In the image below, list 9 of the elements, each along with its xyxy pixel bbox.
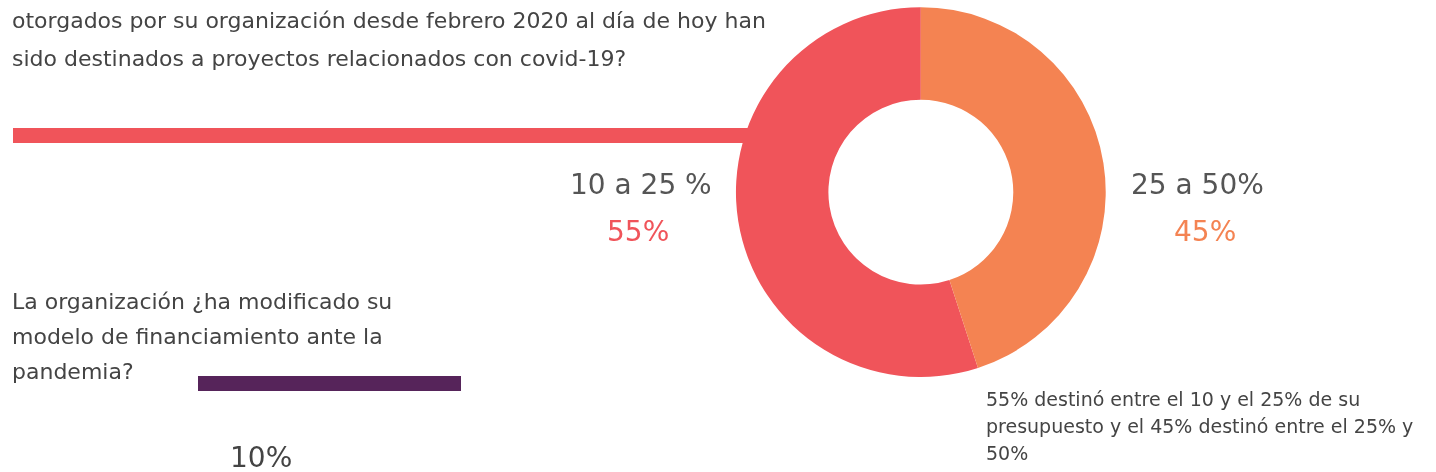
data-label: 45% bbox=[1174, 215, 1237, 248]
text: La organización ¿ha modificado su modelo de financiamiento ante la pandemia? bbox=[12, 288, 394, 386]
text: otorgados por su organización desde febrero 2020 al día de hoy han sido destinados a proyectos relacionados con covid-19? bbox=[12, 7, 767, 73]
slice-label: 10 a 25 % bbox=[570, 168, 712, 201]
data-label: 55% bbox=[607, 215, 670, 248]
text: 10% bbox=[230, 440, 293, 472]
slice-label: 25 a 50% bbox=[1131, 168, 1264, 201]
donut-slice bbox=[920, 7, 1106, 368]
text: 55% destinó entre el 10 y el 25% de su presupuesto y el 45% destinó entre el 25% y 50% bbox=[986, 387, 1415, 466]
